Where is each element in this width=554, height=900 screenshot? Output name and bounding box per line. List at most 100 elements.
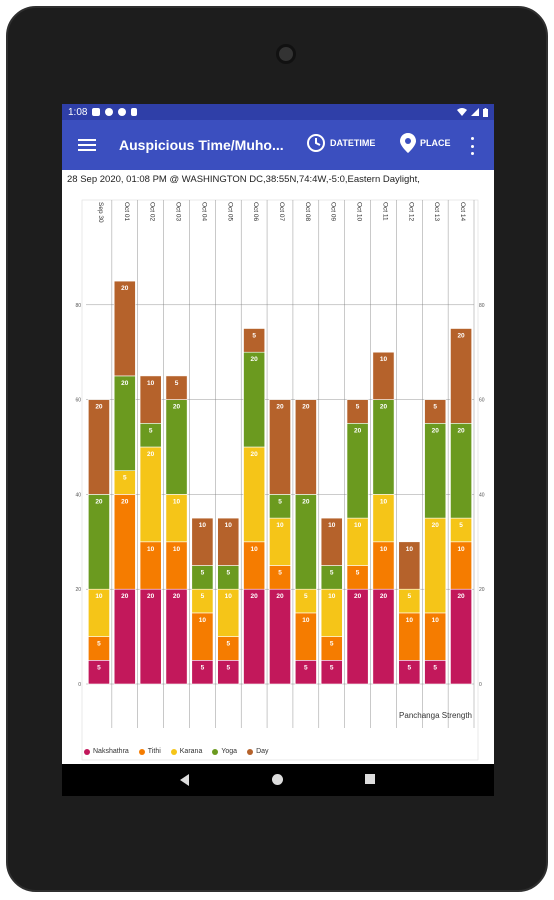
more-options-button[interactable] <box>468 137 476 155</box>
bar-segment <box>398 541 421 590</box>
bar-data-label: 5 <box>226 664 230 671</box>
x-tick-label: Oct 05 <box>226 202 233 222</box>
bar-data-label: 20 <box>95 404 103 411</box>
place-button[interactable]: PLACE <box>400 133 451 153</box>
bar-data-label: 5 <box>459 522 463 529</box>
bar-data-label: 20 <box>121 285 129 292</box>
sd-card-icon <box>131 108 138 116</box>
bar-segment <box>113 494 136 590</box>
home-icon[interactable] <box>272 774 283 785</box>
bar-data-label: 5 <box>278 570 282 577</box>
bar-data-label: 5 <box>149 427 153 434</box>
bar-segment <box>165 399 188 495</box>
bar-segment <box>346 399 369 424</box>
bar-data-label: 10 <box>380 546 388 553</box>
bar-data-label: 20 <box>302 404 310 411</box>
bar-segment <box>372 399 395 495</box>
x-tick-label: Oct 14 <box>459 202 466 222</box>
x-tick-label: Oct 01 <box>123 202 130 222</box>
bar-data-label: 20 <box>276 404 284 411</box>
bar-data-label: 10 <box>302 617 310 624</box>
bar-data-label: 20 <box>380 404 388 411</box>
legend-item: Tithi <box>138 748 161 755</box>
legend-label: Yoga <box>221 748 238 755</box>
bar-segment <box>243 351 266 448</box>
recents-icon[interactable] <box>365 774 375 784</box>
panchanga-strength-chart: 0 0 20 20 40 40 60 60 80 80 Sep 30 Oct 01 Oct 02 Oct … <box>75 199 485 761</box>
bar-segment <box>139 588 162 685</box>
menu-button[interactable] <box>78 136 96 154</box>
bar-data-label: 20 <box>95 498 103 505</box>
y-tick-label-right: 20 <box>479 587 485 593</box>
bar-data-label: 5 <box>304 593 308 600</box>
notification-icon <box>92 108 101 116</box>
x-tick-label: Oct 08 <box>304 202 311 222</box>
bar-data-label: 5 <box>201 593 205 600</box>
bar-segment <box>165 588 188 685</box>
bar-data-label: 10 <box>251 546 259 553</box>
bar-data-label: 10 <box>406 546 414 553</box>
chart-annotation: Panchanga Strength <box>399 711 472 720</box>
legend-label: Tithi <box>147 748 161 755</box>
y-tick-label-right: 40 <box>479 492 485 498</box>
x-tick-label: Oct 09 <box>330 202 337 222</box>
bar-data-label: 10 <box>328 593 336 600</box>
bar-data-label: 20 <box>121 380 129 387</box>
status-time: 1:08 <box>68 106 88 118</box>
bar-data-label: 10 <box>147 546 155 553</box>
bar-segment <box>243 328 266 353</box>
legend-item: Day <box>247 748 269 755</box>
bar-data-label: 5 <box>252 333 256 340</box>
bar-data-label: 5 <box>330 664 334 671</box>
bar-data-label: 20 <box>432 522 440 529</box>
bar-data-label: 10 <box>328 522 336 529</box>
x-tick-label: Oct 04 <box>200 202 207 222</box>
y-tick-label-right: 80 <box>479 303 485 309</box>
bar-data-label: 5 <box>97 664 101 671</box>
datetime-button[interactable]: DATETIME <box>306 133 375 153</box>
bar-data-label: 10 <box>173 546 181 553</box>
legend-item: Karana <box>170 748 202 755</box>
page-title: Auspicious Time/Muho... <box>119 137 284 153</box>
bar-data-label: 10 <box>276 522 284 529</box>
screen: 1:08 Auspicious Time/Muho... DATETIME <box>62 104 494 796</box>
place-label: PLACE <box>420 138 451 148</box>
location-datetime-info: 28 Sep 2020, 01:08 PM @ WASHINGTON DC,38… <box>67 174 420 185</box>
bar-data-label: 5 <box>433 664 437 671</box>
bar-segment <box>346 423 369 519</box>
x-tick-label: Oct 07 <box>278 202 285 222</box>
bar-segment <box>269 588 291 685</box>
bar-data-label: 10 <box>199 617 207 624</box>
legend-swatch <box>138 748 145 755</box>
bar-segment <box>450 423 472 519</box>
bar-data-label: 5 <box>330 570 334 577</box>
bar-data-label: 5 <box>408 664 412 671</box>
x-tick-label: Oct 10 <box>356 202 363 222</box>
battery-icon <box>483 107 488 117</box>
menu-icon <box>78 139 96 141</box>
bar-data-label: 20 <box>380 593 388 600</box>
bar-data-label: 5 <box>226 570 230 577</box>
y-tick-label: 20 <box>75 587 81 593</box>
legend-swatch <box>170 748 177 755</box>
bar-data-label: 20 <box>457 333 465 340</box>
bar-data-label: 10 <box>406 617 414 624</box>
y-tick-label: 0 <box>78 682 81 688</box>
bar-data-label: 20 <box>276 593 284 600</box>
bar-data-label: 20 <box>432 427 440 434</box>
bar-data-label: 5 <box>356 570 360 577</box>
status-bar: 1:08 <box>62 104 494 120</box>
bar-data-label: 20 <box>121 498 129 505</box>
bar-data-label: 20 <box>121 593 129 600</box>
chart-legend: Nakshathra Tithi Karana Yoga Day <box>84 748 269 755</box>
bar-segment <box>217 517 240 566</box>
bar-data-label: 10 <box>380 356 388 363</box>
back-icon[interactable] <box>180 774 189 786</box>
wifi-icon <box>457 108 467 116</box>
notification-icon <box>118 108 127 116</box>
bar-data-label: 20 <box>354 593 362 600</box>
bar-segment <box>139 446 162 543</box>
bar-data-label: 20 <box>302 498 310 505</box>
more-vert-icon <box>470 137 474 140</box>
y-tick-label: 40 <box>75 492 81 498</box>
